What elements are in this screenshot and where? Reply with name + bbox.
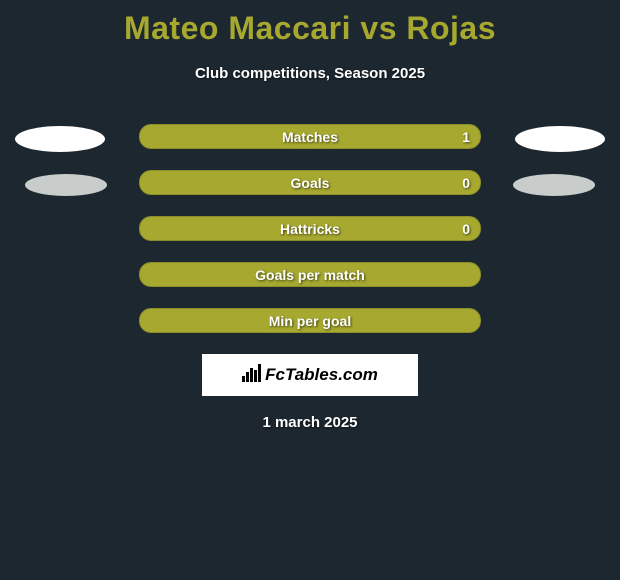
comparison-title: Mateo Maccari vs Rojas (0, 0, 620, 47)
stat-bar-goals-per-match: Goals per match (139, 262, 481, 287)
avatar-right-ellipse-2 (513, 174, 595, 196)
stat-label: Goals per match (255, 267, 365, 283)
chart-area: Matches 1 Goals 0 Hattricks 0 Goals per … (0, 124, 620, 431)
stat-bar-min-per-goal: Min per goal (139, 308, 481, 333)
avatar-right-ellipse-1 (515, 126, 605, 152)
stat-label: Hattricks (280, 221, 340, 237)
avatar-left-ellipse-1 (15, 126, 105, 152)
stat-bar-goals: Goals 0 (139, 170, 481, 195)
stat-label: Min per goal (269, 313, 351, 329)
stat-label: Goals (291, 175, 330, 191)
stat-label: Matches (282, 129, 338, 145)
watermark-label: FcTables.com (242, 364, 378, 387)
watermark-box: FcTables.com (202, 354, 418, 396)
subtitle: Club competitions, Season 2025 (0, 65, 620, 82)
bar-chart-icon (242, 364, 262, 387)
stat-value: 0 (462, 221, 470, 237)
stat-bar-hattricks: Hattricks 0 (139, 216, 481, 241)
watermark-text: FcTables.com (265, 365, 378, 385)
stat-bar-matches: Matches 1 (139, 124, 481, 149)
date-label: 1 march 2025 (0, 414, 620, 431)
stat-value: 0 (462, 175, 470, 191)
stat-value: 1 (462, 129, 470, 145)
avatar-left-ellipse-2 (25, 174, 107, 196)
stat-bars: Matches 1 Goals 0 Hattricks 0 Goals per … (139, 124, 481, 333)
